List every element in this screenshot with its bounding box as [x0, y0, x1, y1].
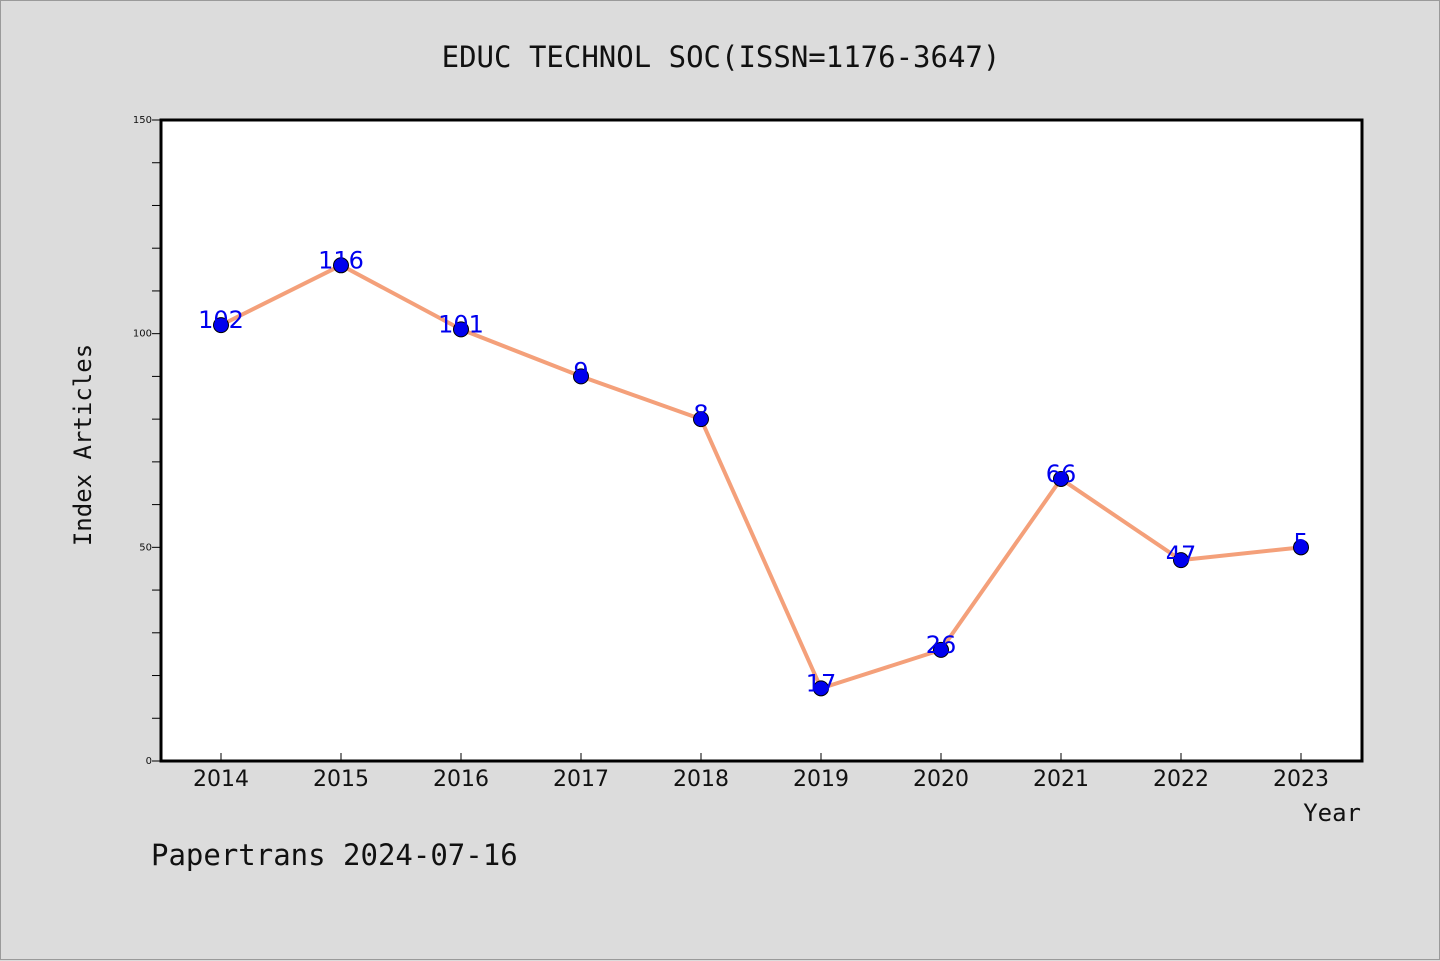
- x-axis-label: Year: [1303, 799, 1361, 827]
- data-points: [213, 257, 1309, 697]
- x-tick-label: 2023: [1273, 767, 1329, 792]
- data-point: [453, 321, 469, 338]
- footer-credit: Papertrans 2024-07-16: [151, 838, 518, 872]
- series-line: [220, 263, 1302, 691]
- x-tick-label: 2019: [793, 767, 849, 792]
- data-label: 66: [1046, 460, 1077, 488]
- data-label: 9: [573, 357, 588, 385]
- data-point: [693, 411, 709, 428]
- y-axis: 0 50 100 150: [133, 115, 161, 767]
- data-label: 26: [926, 631, 957, 659]
- y-tick-label: 50: [139, 542, 152, 553]
- y-tick-label: 0: [146, 756, 152, 767]
- data-point: [1173, 552, 1189, 569]
- data-label: 101: [438, 310, 484, 338]
- data-label: 47: [1166, 541, 1197, 569]
- data-label: 5: [1293, 528, 1308, 556]
- x-tick-label: 2015: [313, 767, 369, 792]
- chart-title: EDUC TECHNOL SOC(ISSN=1176-3647): [442, 40, 1001, 74]
- data-label: 17: [806, 669, 837, 697]
- data-point: [573, 368, 589, 385]
- y-tick-label: 150: [133, 115, 152, 126]
- x-tick-label: 2014: [193, 767, 249, 792]
- x-axis: 2014 2015 2016 2017 2018 2019 2020 2021 2022 2023: [193, 753, 1329, 792]
- data-labels: 102 116 101 9 8 17 26 66 47 5: [198, 246, 1309, 697]
- data-point: [213, 317, 229, 334]
- data-label: 8: [693, 400, 708, 428]
- data-label: 116: [318, 246, 364, 274]
- y-axis-label: Index Articles: [69, 344, 97, 546]
- x-tick-label: 2020: [913, 767, 969, 792]
- x-tick-label: 2022: [1153, 767, 1209, 792]
- x-tick-label: 2016: [433, 767, 489, 792]
- x-tick-label: 2021: [1033, 767, 1089, 792]
- plot-area: [159, 118, 1364, 763]
- data-point: [1053, 470, 1069, 487]
- data-label: 102: [198, 306, 244, 334]
- data-point: [813, 680, 829, 697]
- x-tick-label: 2017: [553, 767, 609, 792]
- data-point: [333, 257, 349, 274]
- data-point: [1293, 539, 1309, 556]
- data-point: [933, 641, 949, 658]
- y-tick-label: 100: [133, 329, 152, 340]
- x-tick-label: 2018: [673, 767, 729, 792]
